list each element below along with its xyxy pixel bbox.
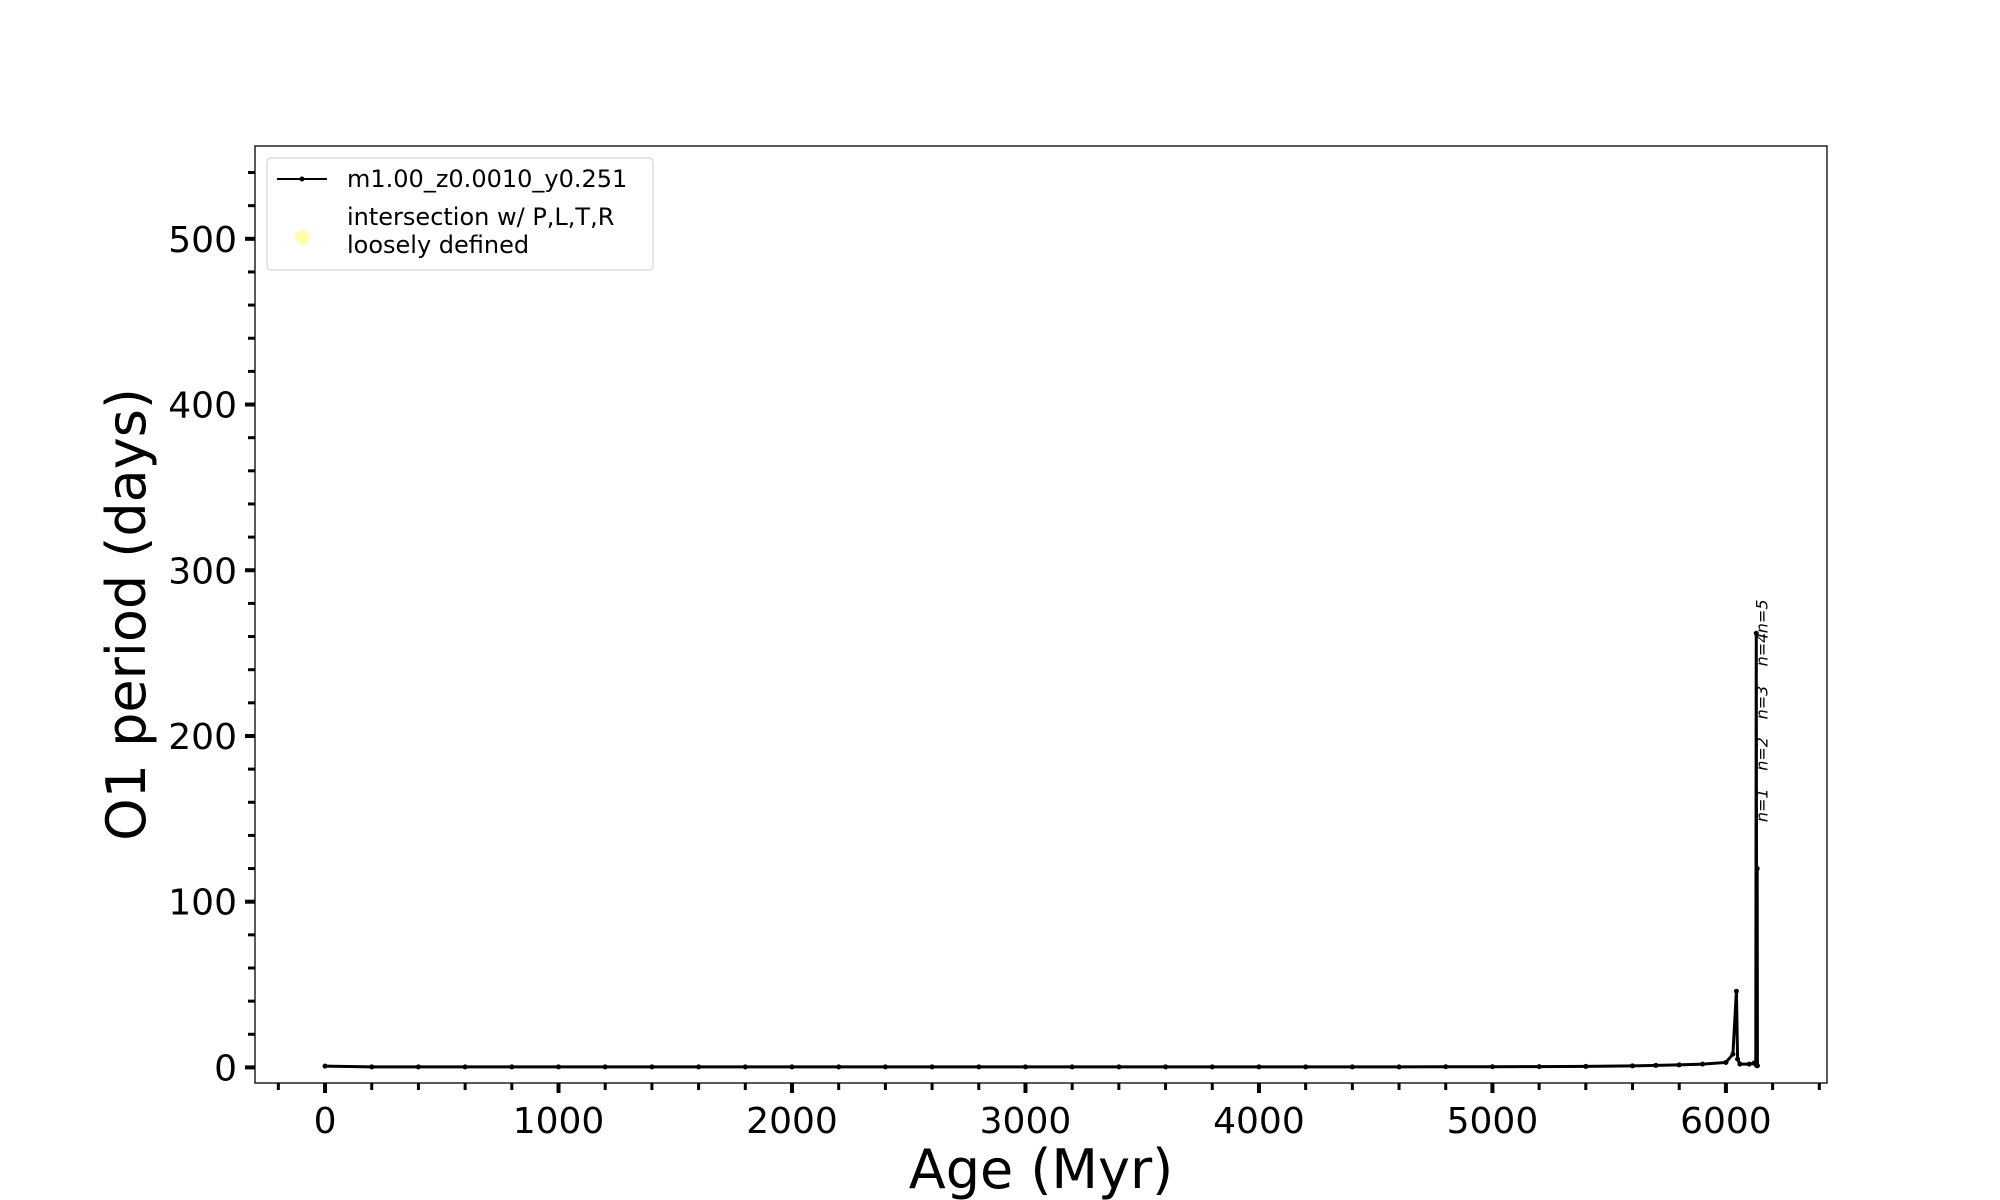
data-point — [1653, 1062, 1659, 1068]
legend-marker — [299, 176, 305, 182]
data-point — [1583, 1063, 1589, 1069]
legend: m1.00_z0.0010_y0.251 intersection w/ P,L,… — [266, 157, 654, 271]
x-tick-label: 2000 — [746, 1101, 838, 1142]
data-point — [649, 1064, 655, 1070]
annotation: n=4 — [1752, 633, 1771, 667]
data-point — [1396, 1064, 1402, 1070]
x-tick-label: 3000 — [980, 1101, 1072, 1142]
data-point — [556, 1064, 562, 1070]
data-point — [742, 1064, 748, 1070]
data-point — [1730, 1051, 1736, 1057]
legend-label: intersection w/ P,L,T,R loosely defined — [347, 203, 614, 259]
data-point — [1676, 1062, 1682, 1068]
y-tick-label: 200 — [168, 717, 237, 758]
x-axis-label: Age (Myr) — [909, 1138, 1174, 1200]
data-point — [1443, 1064, 1449, 1070]
data-point — [322, 1063, 328, 1069]
data-point — [1163, 1064, 1169, 1070]
data-point — [369, 1064, 375, 1070]
data-point — [602, 1064, 608, 1070]
data-point — [462, 1064, 468, 1070]
annotation: n=2 — [1752, 737, 1771, 771]
data-point — [1746, 1061, 1752, 1067]
data-point — [1489, 1064, 1495, 1070]
data-point — [1733, 988, 1739, 994]
x-tick-label: 1000 — [513, 1101, 605, 1142]
data-point — [929, 1064, 935, 1070]
plot-frame — [254, 145, 1828, 1084]
data-line — [325, 633, 1759, 1069]
legend-marker — [295, 230, 309, 244]
x-tick-label: 6000 — [1680, 1101, 1772, 1142]
y-tick-label: 400 — [168, 386, 237, 427]
data-point — [836, 1064, 842, 1070]
data-point — [882, 1064, 888, 1070]
data-point — [415, 1064, 421, 1070]
data-point — [509, 1064, 515, 1070]
data-point — [1256, 1064, 1262, 1070]
data-point — [696, 1064, 702, 1070]
data-point — [1536, 1064, 1542, 1070]
data-point — [1754, 1063, 1760, 1069]
y-tick-label: 100 — [168, 883, 237, 924]
legend-box — [266, 157, 654, 271]
legend-label: m1.00_z0.0010_y0.251 — [347, 165, 627, 193]
data-point — [1069, 1064, 1075, 1070]
data-point — [1700, 1061, 1706, 1067]
annotation: n=5 — [1752, 599, 1771, 633]
data-point — [976, 1064, 982, 1070]
y-tick-label: 300 — [168, 551, 237, 592]
annotation: n=3 — [1752, 686, 1771, 720]
data-point — [1349, 1064, 1355, 1070]
data-point — [789, 1064, 795, 1070]
data-point — [1735, 1056, 1741, 1062]
data-point — [1723, 1059, 1729, 1065]
data-point — [1754, 866, 1760, 872]
y-tick-label: 0 — [214, 1048, 237, 1089]
data-point — [1022, 1064, 1028, 1070]
annotation: n=1 — [1752, 788, 1771, 822]
y-tick-label: 500 — [168, 220, 237, 261]
data-point — [1753, 630, 1759, 636]
x-tick-label: 0 — [314, 1101, 337, 1142]
data-point — [1303, 1064, 1309, 1070]
y-axis-label: O1 period (days) — [95, 388, 158, 841]
data-point — [1116, 1064, 1122, 1070]
x-tick-label: 4000 — [1213, 1101, 1305, 1142]
data-point — [1737, 1061, 1743, 1067]
x-tick-label: 5000 — [1447, 1101, 1539, 1142]
data-point — [1209, 1064, 1215, 1070]
data-point — [1630, 1063, 1636, 1069]
